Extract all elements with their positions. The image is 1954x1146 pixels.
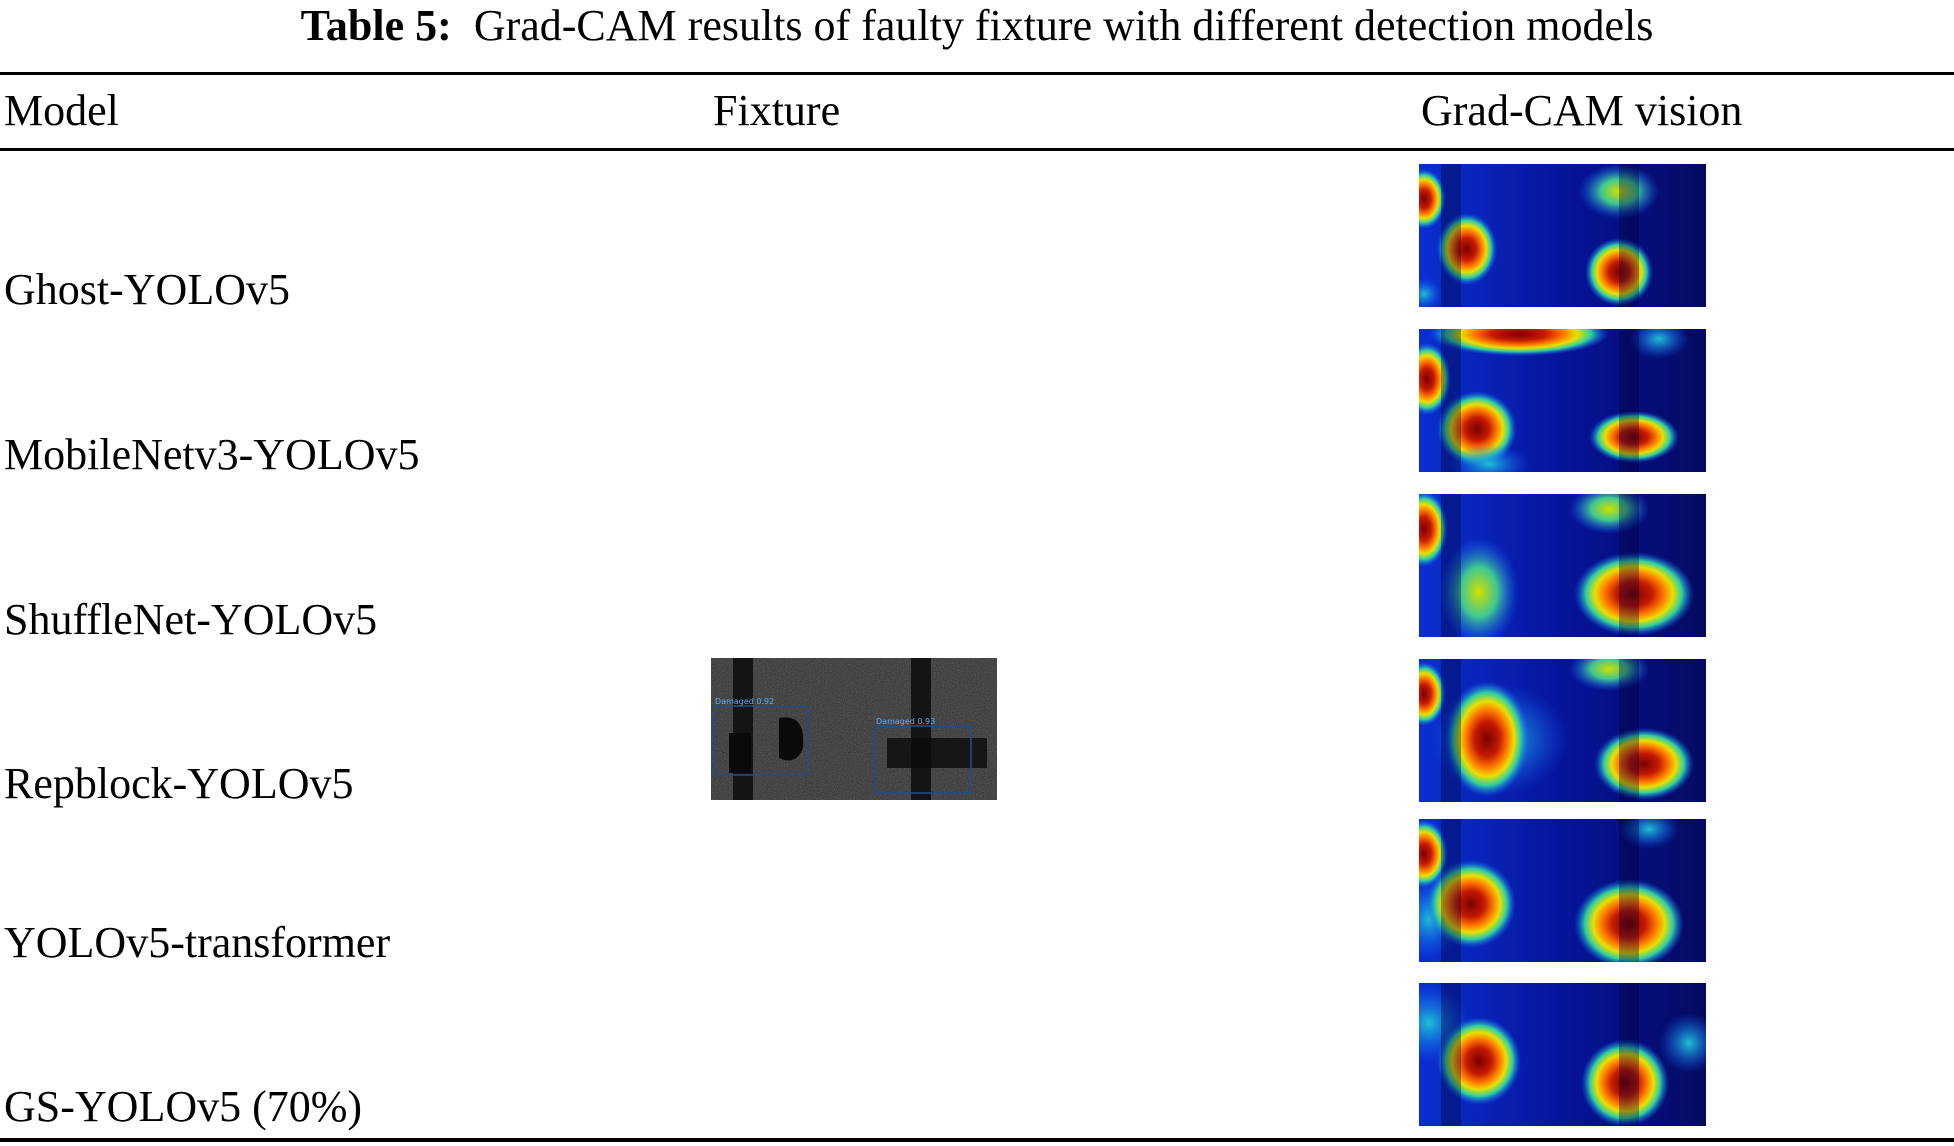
fixture-detection-image: Damaged 0.92 Damaged 0.93: [711, 658, 997, 800]
gradcam-heatmap-shufflenet-yolov5: [1419, 494, 1706, 637]
gradcam-heatmap-repblock-yolov5: [1419, 659, 1706, 802]
row-label-repblock-yolov5: Repblock-YOLOv5: [4, 759, 354, 808]
column-header-model: Model: [4, 86, 119, 135]
detection-label-2: Damaged 0.93: [876, 717, 935, 726]
row-label-shufflenet-yolov5: ShuffleNet-YOLOv5: [4, 595, 378, 644]
gradcam-heatmap-yolov5-transformer: [1419, 819, 1706, 962]
detection-label-1: Damaged 0.92: [715, 697, 774, 706]
gradcam-heatmap-gs-yolov5-70: [1419, 983, 1706, 1126]
table-caption: Table 5: Grad-CAM results of faulty fixt…: [0, 2, 1954, 50]
header-rule: [0, 148, 1954, 151]
gradcam-heatmap-ghost-yolov5: [1419, 164, 1706, 307]
row-label-mobilenetv3-yolov5: MobileNetv3-YOLOv5: [4, 430, 420, 479]
caption-text: Grad-CAM results of faulty fixture with …: [473, 1, 1654, 50]
column-header-gradcam: Grad-CAM vision: [1421, 86, 1743, 135]
row-label-gs-yolov5-70: GS-YOLOv5 (70%): [4, 1082, 363, 1131]
table-top-rule: [0, 72, 1954, 75]
gradcam-heatmap-mobilenetv3-yolov5: [1419, 329, 1706, 472]
column-header-fixture: Fixture: [713, 86, 841, 135]
row-label-ghost-yolov5: Ghost-YOLOv5: [4, 265, 290, 314]
table-bottom-rule: [0, 1138, 1954, 1142]
caption-label: Table 5:: [300, 1, 452, 50]
row-label-yolov5-transformer: YOLOv5-transformer: [4, 918, 391, 967]
